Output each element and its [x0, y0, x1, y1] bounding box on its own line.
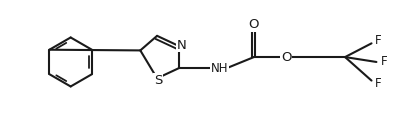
Text: N: N — [176, 39, 186, 52]
Text: F: F — [374, 34, 381, 47]
Text: F: F — [380, 55, 387, 68]
Text: F: F — [374, 77, 381, 90]
Text: O: O — [248, 18, 259, 31]
Text: S: S — [154, 74, 162, 87]
Text: O: O — [280, 51, 291, 64]
Text: NH: NH — [211, 62, 228, 75]
